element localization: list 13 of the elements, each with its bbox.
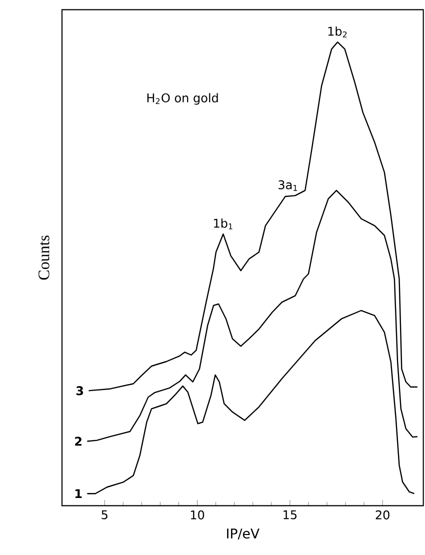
annotation: 3a$_{1}$ [278, 180, 298, 191]
series-label: 2 [75, 436, 82, 446]
annotation: 1b$_{2}$ [328, 26, 347, 38]
x-tick-label: 15 [284, 510, 296, 520]
x-tick-label: 10 [190, 510, 204, 520]
x-tick-label: 20 [376, 510, 390, 520]
series-label: 1 [76, 489, 82, 498]
annotation: H$_{2}$O on gold [147, 93, 218, 105]
y-axis-title: Counts [38, 236, 50, 280]
series-label: 3 [76, 386, 84, 396]
x-axis-title: IP/eV [227, 528, 260, 540]
x-tick-label: 5 [102, 510, 108, 520]
annotation: 1b$_{1}$ [214, 218, 232, 230]
